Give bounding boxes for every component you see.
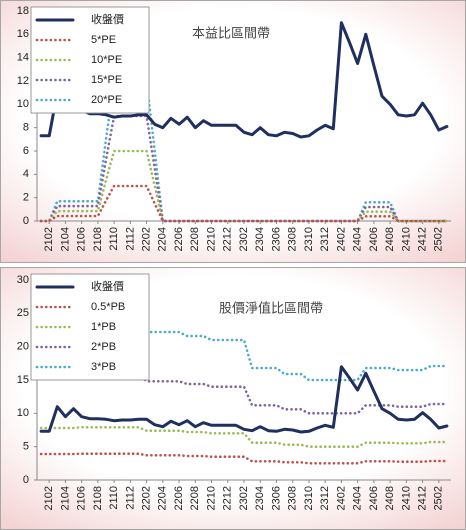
x-tick-label: 2202	[140, 227, 152, 251]
pb-panel: 0 5 10 15 20 25 30 2102 2104 2106 2108 2110 2112 2202…	[0, 267, 466, 530]
x-tick-label: 2408	[384, 227, 396, 251]
x-tick-label: 2204	[157, 486, 169, 510]
x-tick-label: 2310	[303, 227, 315, 251]
x-tick-label: 2212	[222, 486, 234, 510]
pe-panel: 0 2 4 6 8 10 12 14 16 18 2102 2104 2106 2108 2110 2112 2…	[0, 0, 466, 263]
x-tick-label: 2112	[124, 486, 136, 510]
legend-label: 收盤價	[91, 12, 124, 26]
x-tick-label: 2412	[416, 227, 428, 251]
x-tick-label: 2310	[303, 486, 315, 510]
x-tick-label: 2402	[335, 227, 347, 251]
legend-label: 3*PB	[91, 361, 116, 373]
legend-label: 2*PB	[91, 341, 116, 353]
y-tick-label: 4	[23, 168, 29, 180]
y-tick-label: 6	[23, 145, 29, 157]
legend-label: 5*PE	[91, 34, 116, 46]
chart-title: 股價淨值比區間帶	[219, 300, 323, 315]
y-tick-label: 2	[23, 192, 29, 204]
pb-chart: 0 5 10 15 20 25 30 2102 2104 2106 2108 2110 2112 2202…	[17, 273, 451, 510]
series-line	[39, 426, 449, 448]
y-tick-label: 8	[23, 122, 29, 134]
series-line	[39, 21, 449, 139]
x-tick-label: 2106	[76, 227, 88, 251]
x-tick-label: 2212	[222, 227, 234, 251]
y-tick-label: 30	[17, 274, 29, 286]
x-tick-label: 2106	[76, 486, 88, 510]
y-tick-label: 15	[17, 374, 29, 386]
y-tick-label: 10	[17, 407, 29, 419]
x-tick-label: 2108	[92, 227, 104, 251]
legend-label: 15*PE	[91, 74, 122, 86]
legend-label: 0.5*PB	[91, 301, 125, 313]
legend-box	[30, 6, 150, 114]
legend-label: 20*PE	[91, 94, 122, 106]
x-tick-label: 2312	[319, 227, 331, 251]
y-tick-label: 10	[17, 98, 29, 110]
x-tick-label: 2402	[335, 486, 347, 510]
series-line	[39, 452, 449, 465]
y-tick-label: 18	[17, 5, 29, 17]
x-tick-label: 2406	[368, 486, 380, 510]
y-tick-label: 20	[17, 341, 29, 353]
x-tick-label: 2102	[43, 227, 55, 251]
legend-label: 10*PE	[91, 54, 122, 66]
legend-box	[30, 273, 150, 381]
x-tick-label: 2112	[124, 227, 136, 251]
x-tick-label: 2206	[173, 227, 185, 251]
x-tick-label: 2102	[43, 486, 55, 510]
x-tick-label: 2110	[108, 227, 120, 251]
series-line	[39, 365, 449, 434]
x-tick-label: 2304	[254, 227, 266, 251]
x-tick-label: 2206	[173, 486, 185, 510]
x-tick-label: 2502	[433, 227, 445, 251]
x-tick-label: 2208	[189, 486, 201, 510]
y-tick-label: 25	[17, 307, 29, 319]
y-tick-label: 14	[17, 52, 29, 64]
x-tick-label: 2304	[254, 486, 266, 510]
x-tick-label: 2202	[140, 486, 152, 510]
x-tick-label: 2104	[59, 227, 71, 251]
x-tick-label: 2406	[368, 227, 380, 251]
legend-label: 收盤價	[91, 279, 124, 293]
x-tick-label: 2404	[352, 486, 364, 510]
x-tick-label: 2502	[433, 486, 445, 510]
x-tick-label: 2208	[189, 227, 201, 251]
x-tick-label: 2302	[238, 227, 250, 251]
y-tick-label: 0	[23, 474, 29, 486]
x-tick-label: 2110	[108, 486, 120, 510]
x-tick-label: 2210	[205, 227, 217, 251]
x-tick-label: 2108	[92, 486, 104, 510]
y-tick-label: 12	[17, 75, 29, 87]
x-tick-label: 2306	[270, 486, 282, 510]
y-tick-label: 0	[23, 215, 29, 227]
x-tick-label: 2312	[319, 486, 331, 510]
x-tick-label: 2408	[384, 486, 396, 510]
x-tick-label: 2308	[287, 227, 299, 251]
x-tick-label: 2410	[400, 227, 412, 251]
x-tick-label: 2308	[287, 486, 299, 510]
x-tick-label: 2302	[238, 486, 250, 510]
x-tick-label: 2410	[400, 486, 412, 510]
x-tick-label: 2306	[270, 227, 282, 251]
series-line	[39, 184, 449, 223]
x-tick-label: 2404	[352, 227, 364, 251]
chart-title: 本益比區間帶	[192, 25, 270, 40]
y-tick-label: 16	[17, 28, 29, 40]
x-tick-label: 2210	[205, 486, 217, 510]
x-tick-label: 2412	[416, 486, 428, 510]
legend-label: 1*PB	[91, 321, 116, 333]
x-tick-label: 2204	[157, 227, 169, 251]
pe-chart: 0 2 4 6 8 10 12 14 16 18 2102 2104 2106 2108 2110 2112 2…	[17, 5, 451, 251]
x-tick-label: 2104	[59, 486, 71, 510]
y-tick-label: 5	[23, 441, 29, 453]
